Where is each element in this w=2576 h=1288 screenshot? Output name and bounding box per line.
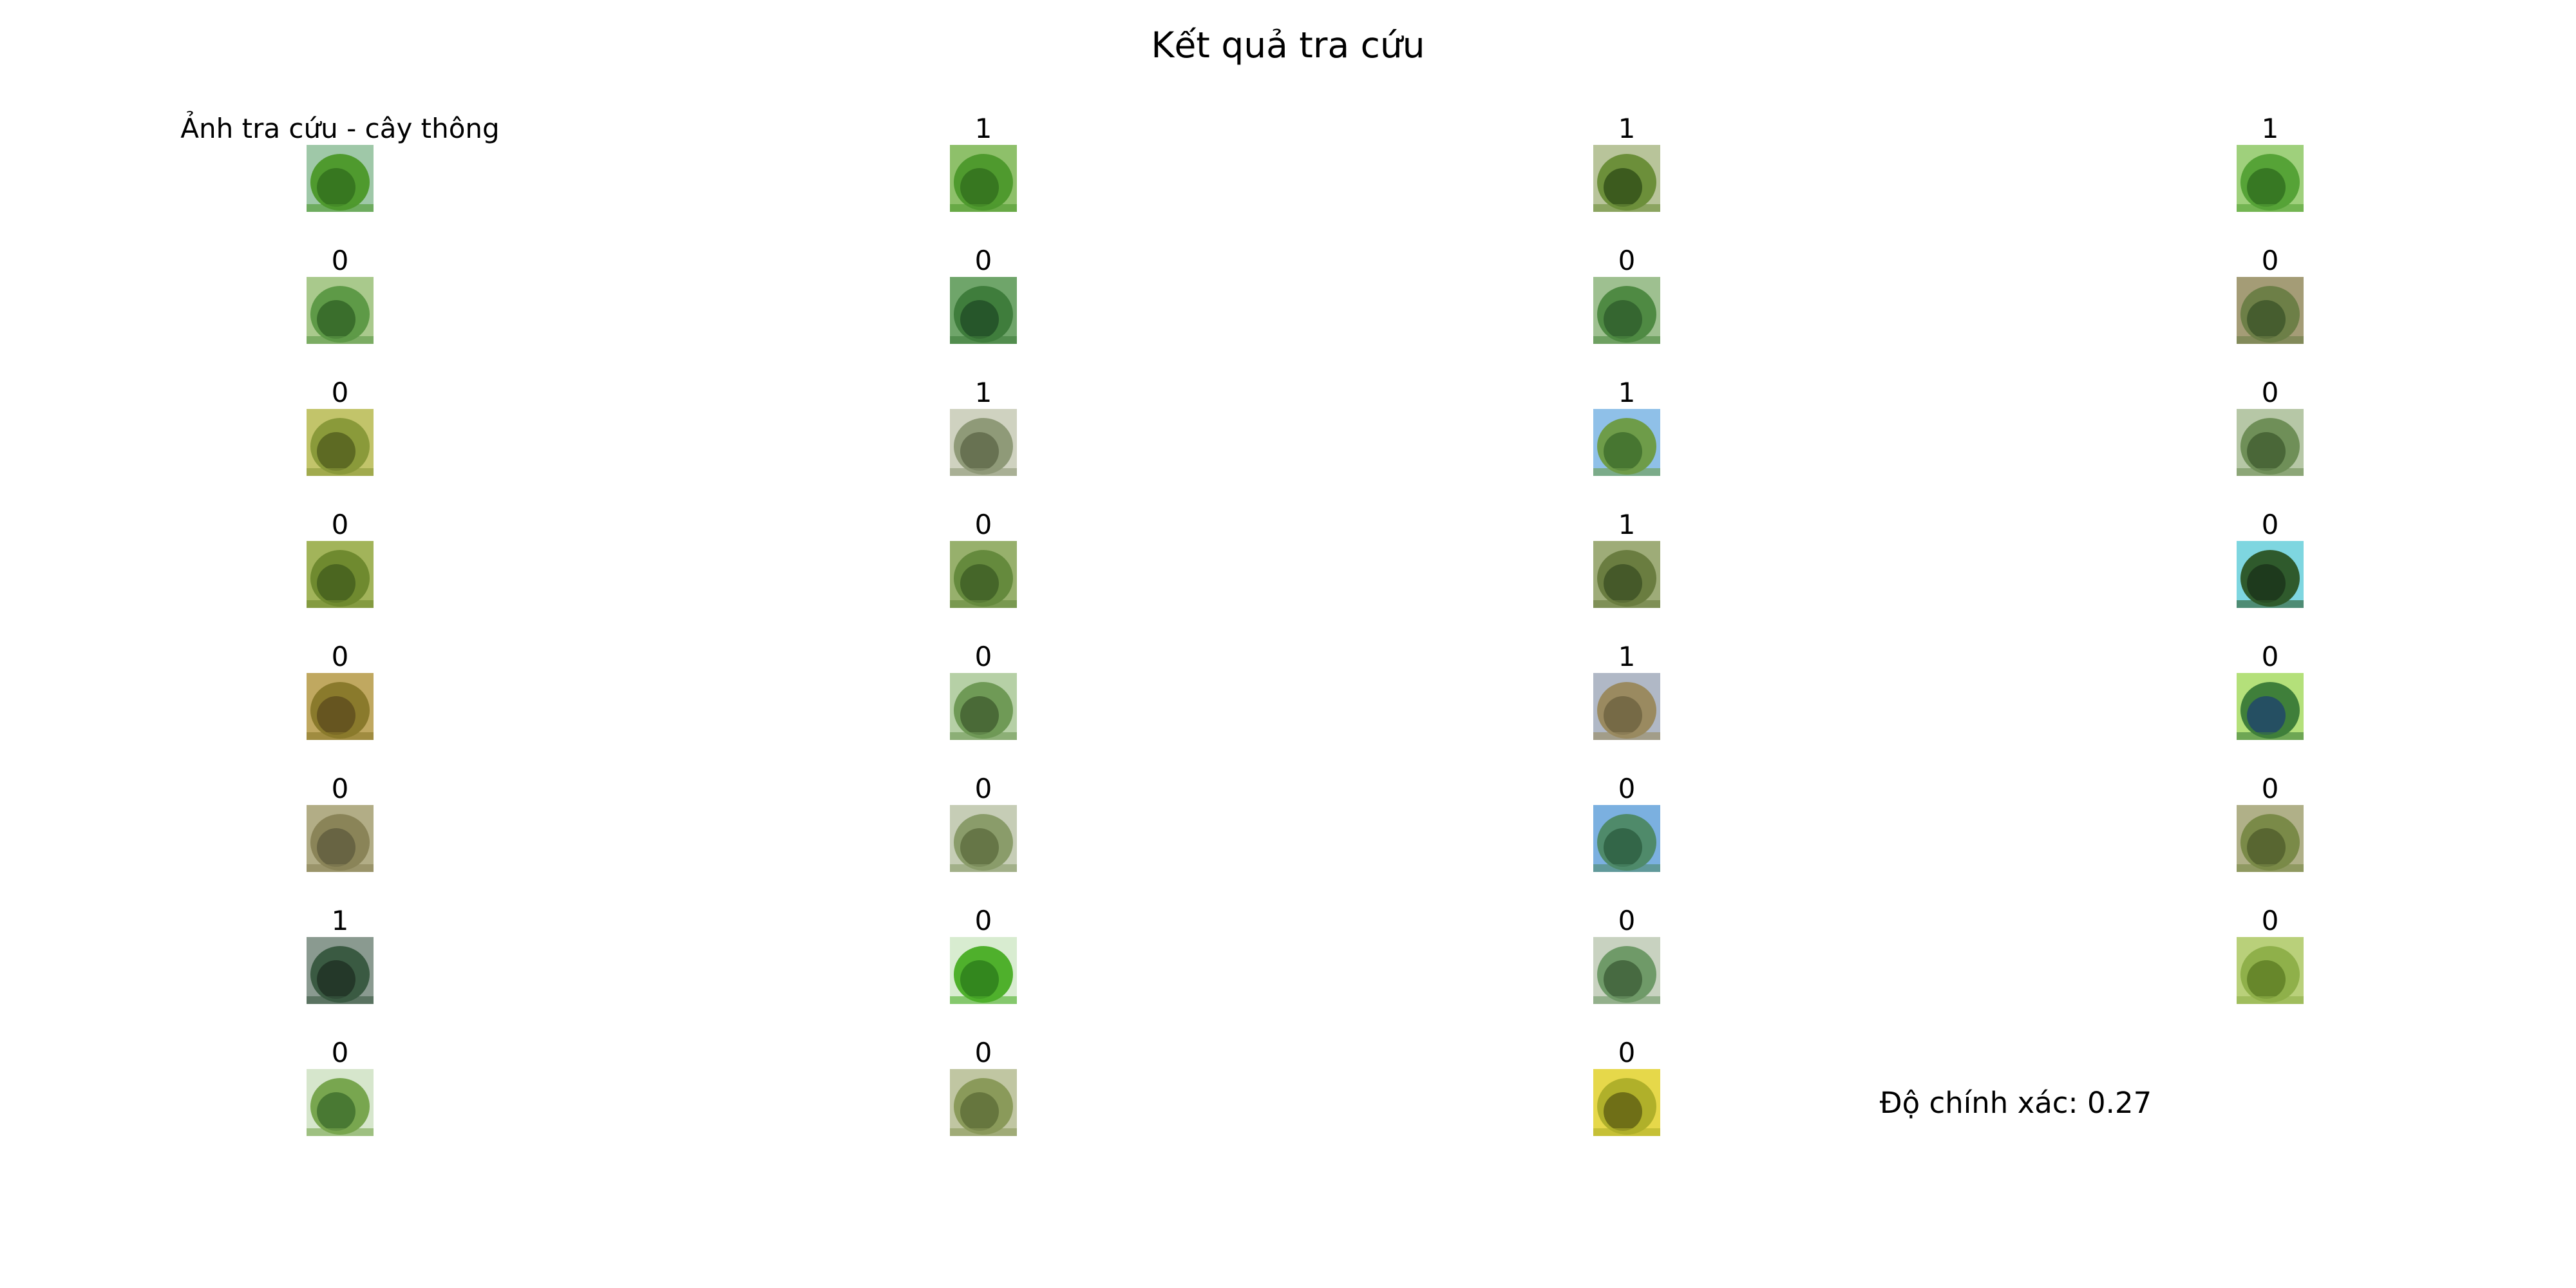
result-label: 0 [2261, 905, 2279, 936]
result-cell: 1 [1434, 113, 1820, 212]
result-label: 0 [2261, 641, 2279, 672]
result-image [307, 541, 374, 608]
result-cell: 1 [1434, 509, 1820, 608]
result-label: 0 [331, 245, 349, 276]
result-cell: 0 [147, 1037, 533, 1136]
result-cell: 0 [790, 905, 1177, 1004]
result-cell: 0 [790, 1037, 1177, 1136]
result-label: 0 [2261, 773, 2279, 804]
result-image [2237, 277, 2304, 344]
result-image [2237, 541, 2304, 608]
result-label: 0 [1618, 905, 1636, 936]
result-label: 0 [974, 245, 992, 276]
result-image [950, 937, 1017, 1004]
result-image [1593, 673, 1660, 740]
result-label: 0 [2261, 245, 2279, 276]
result-cell: 0 [147, 377, 533, 476]
result-image [2237, 805, 2304, 872]
result-label: 0 [331, 773, 349, 804]
result-image [1593, 1069, 1660, 1136]
result-cell: 0 [2077, 245, 2463, 344]
result-image [1593, 541, 1660, 608]
result-label: 0 [974, 641, 992, 672]
result-image [950, 409, 1017, 476]
result-label: 0 [974, 905, 992, 936]
result-image [307, 277, 374, 344]
result-label: 0 [331, 377, 349, 408]
result-image [2237, 673, 2304, 740]
result-cell: 1 [790, 113, 1177, 212]
result-image [1593, 277, 1660, 344]
result-image [1593, 409, 1660, 476]
result-cell: 0 [1434, 773, 1820, 872]
result-image [307, 805, 374, 872]
result-label: 1 [1618, 641, 1636, 672]
result-cell: 1 [1434, 641, 1820, 740]
result-label: 1 [1618, 509, 1636, 540]
query-label: Ảnh tra cứu - cây thông [180, 113, 500, 144]
result-cell: 0 [1434, 1037, 1820, 1136]
result-image [307, 1069, 374, 1136]
result-label: 1 [2261, 113, 2279, 144]
result-cell: 0 [1434, 245, 1820, 344]
accuracy-text: Độ chính xác: 0.27 [1879, 1086, 2152, 1120]
result-label: 1 [974, 113, 992, 144]
result-label: 0 [1618, 1037, 1636, 1068]
result-label: 0 [1618, 245, 1636, 276]
figure-title: Kết quả tra cứu [1151, 24, 1425, 66]
result-label: 0 [331, 1037, 349, 1068]
result-cell: 0 [790, 773, 1177, 872]
result-image [1593, 145, 1660, 212]
result-label: 1 [331, 905, 349, 936]
query-image [307, 145, 374, 212]
result-label: 0 [2261, 509, 2279, 540]
result-label: 1 [1618, 377, 1636, 408]
result-label: 1 [974, 377, 992, 408]
result-cell: 0 [147, 245, 533, 344]
result-image [950, 805, 1017, 872]
result-cell: 0 [147, 773, 533, 872]
result-cell: 1 [147, 905, 533, 1004]
result-image [307, 673, 374, 740]
result-cell: 0 [2077, 509, 2463, 608]
result-image [1593, 805, 1660, 872]
result-image [2237, 937, 2304, 1004]
result-image [950, 145, 1017, 212]
result-label: 1 [1618, 113, 1636, 144]
result-image [1593, 937, 1660, 1004]
result-label: 0 [974, 1037, 992, 1068]
query-cell: Ảnh tra cứu - cây thông [147, 113, 533, 212]
result-label: 0 [331, 509, 349, 540]
result-image [307, 409, 374, 476]
result-label: 0 [331, 641, 349, 672]
result-label: 0 [2261, 377, 2279, 408]
result-image [950, 277, 1017, 344]
result-image [950, 673, 1017, 740]
result-cell: 0 [2077, 905, 2463, 1004]
result-image [2237, 145, 2304, 212]
result-image [950, 541, 1017, 608]
result-cell: 0 [2077, 641, 2463, 740]
result-cell: 0 [790, 641, 1177, 740]
result-image [950, 1069, 1017, 1136]
result-cell: 0 [147, 509, 533, 608]
result-cell: 0 [2077, 773, 2463, 872]
result-cell: 0 [1434, 905, 1820, 1004]
result-cell: 1 [2077, 113, 2463, 212]
result-image [307, 937, 374, 1004]
result-cell: 0 [2077, 377, 2463, 476]
result-cell: 0 [790, 245, 1177, 344]
result-cell: 0 [147, 641, 533, 740]
result-cell: 1 [790, 377, 1177, 476]
result-label: 0 [974, 773, 992, 804]
result-label: 0 [974, 509, 992, 540]
result-label: 0 [1618, 773, 1636, 804]
result-cell: 0 [790, 509, 1177, 608]
result-cell: 1 [1434, 377, 1820, 476]
result-image [2237, 409, 2304, 476]
